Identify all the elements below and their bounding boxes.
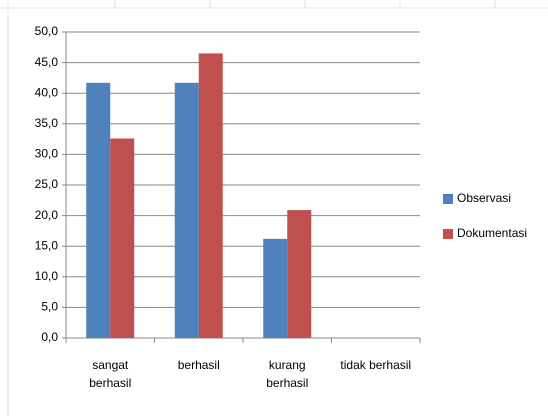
bar (287, 210, 312, 338)
y-tick-label: 25,0 (35, 177, 59, 191)
y-tick-label: 10,0 (35, 269, 59, 283)
x-tick-label: tidak berhasil (340, 358, 412, 372)
bar (110, 138, 135, 338)
y-tick-label: 15,0 (35, 238, 59, 252)
y-tick-label: 40,0 (35, 85, 59, 99)
y-tick-label: 45,0 (35, 55, 59, 69)
x-tick-label: berhasil (177, 358, 220, 372)
y-tick-label: 35,0 (35, 116, 59, 130)
legend-swatch (443, 229, 453, 239)
legend-label: Observasi (457, 191, 511, 205)
y-tick-label: 30,0 (35, 147, 59, 161)
y-tick-label: 50,0 (35, 24, 59, 38)
y-tick-label: 0,0 (41, 330, 58, 344)
bar (263, 238, 288, 338)
bar (198, 53, 223, 339)
legend-swatch (443, 194, 453, 204)
x-tick-label: sangat berhasil (89, 358, 132, 390)
bar (86, 82, 111, 339)
bar (174, 82, 199, 339)
x-tick-label: kurang berhasil (266, 358, 309, 390)
y-tick-label: 20,0 (35, 208, 59, 222)
legend-label: Dokumentasi (457, 226, 527, 240)
y-tick-label: 5,0 (41, 300, 58, 314)
